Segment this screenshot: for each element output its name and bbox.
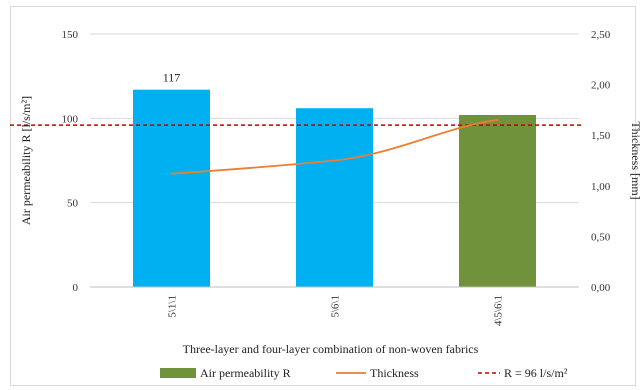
y-tick-label: 0 xyxy=(73,282,79,294)
legend-label: R = 96 l/s/m² xyxy=(504,366,568,380)
data-label: 117 xyxy=(163,71,181,85)
x-tick-label: 5\6\1 xyxy=(330,295,342,318)
x-tick-label: 4\5\6\1 xyxy=(493,295,505,326)
legend-label: Air permeability R xyxy=(200,366,291,380)
y2-tick-label: 0,00 xyxy=(591,282,611,294)
thickness-point-2 xyxy=(333,159,336,162)
y-tick-label: 100 xyxy=(62,113,79,125)
bar-1 xyxy=(133,89,210,287)
x-axis-title: Three-layer and four-layer combination o… xyxy=(183,342,479,356)
y2-axis-title: Thickness [mm] xyxy=(629,121,643,199)
legend-label: Thickness xyxy=(370,366,419,380)
y-axis-title: Air permeability R [l/s/m²] xyxy=(19,96,33,225)
legend-bar-swatch xyxy=(160,368,196,378)
thickness-point-3 xyxy=(496,118,499,122)
thickness-point-1 xyxy=(170,172,173,175)
bar-2 xyxy=(296,108,373,287)
y2-tick-label: 1,00 xyxy=(591,181,611,193)
y-tick-label: 150 xyxy=(62,29,79,41)
bar-3 xyxy=(459,114,536,288)
y2-tick-label: 0,50 xyxy=(591,231,611,243)
y2-tick-label: 1,50 xyxy=(591,130,611,142)
y2-tick-label: 2,50 xyxy=(591,29,611,41)
y-tick-label: 50 xyxy=(67,198,79,210)
y2-tick-label: 2,00 xyxy=(591,80,611,92)
x-tick-label: 5\1\1 xyxy=(167,295,179,318)
